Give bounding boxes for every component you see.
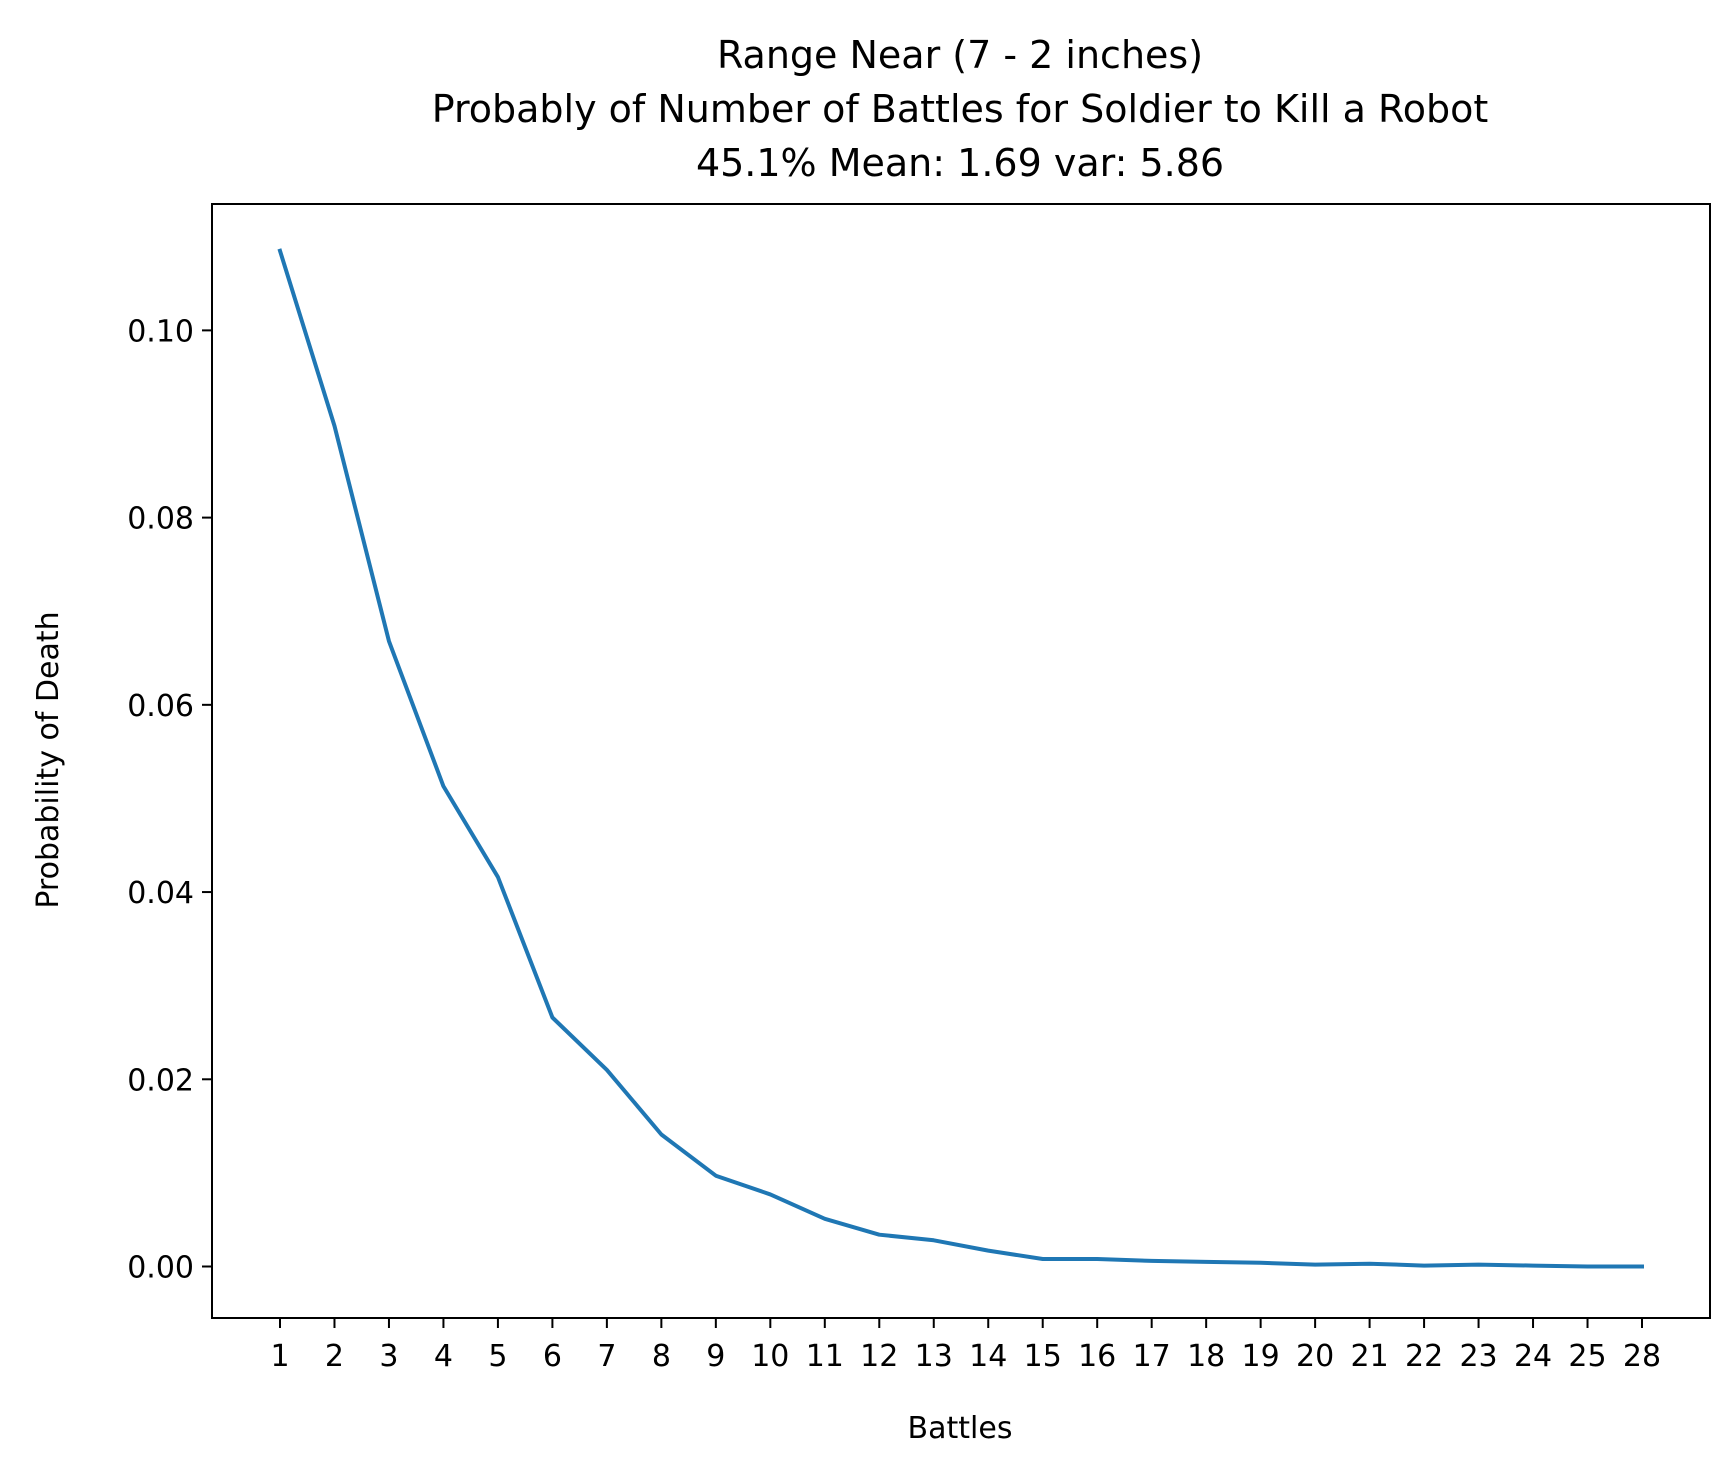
x-tick-label: 18	[1187, 1339, 1225, 1374]
x-tick-label: 1	[270, 1339, 289, 1374]
x-tick-label: 8	[652, 1339, 671, 1374]
x-axis-label: Battles	[908, 1411, 1013, 1446]
series-line	[277, 248, 1644, 1269]
x-tick-label: 19	[1242, 1339, 1280, 1374]
chart-title-line-3: 45.1% Mean: 1.69 var: 5.86	[696, 141, 1224, 185]
x-tick-label: 24	[1514, 1339, 1552, 1374]
y-tick-label: 0.02	[127, 1063, 194, 1098]
x-tick-label: 21	[1351, 1339, 1389, 1374]
x-tick-label: 15	[1024, 1339, 1062, 1374]
x-tick-label: 10	[751, 1339, 789, 1374]
x-tick-label: 17	[1133, 1339, 1171, 1374]
x-tick-label: 16	[1078, 1339, 1116, 1374]
chart-title-line-1: Range Near (7 - 2 inches)	[717, 33, 1203, 77]
y-tick-label: 0.10	[127, 314, 194, 349]
y-axis: 0.00 0.02 0.04 0.06 0.08 0.10	[127, 314, 212, 1286]
x-tick-label: 20	[1296, 1339, 1334, 1374]
y-tick-label: 0.06	[127, 689, 194, 724]
x-tick-label: 22	[1405, 1339, 1443, 1374]
plot-area	[211, 203, 1711, 1319]
y-tick-label: 0.00	[127, 1251, 194, 1286]
x-tick-label: 11	[806, 1339, 844, 1374]
x-tick-label: 7	[597, 1339, 616, 1374]
x-tick-label: 25	[1568, 1339, 1606, 1374]
x-tick-label: 13	[915, 1339, 953, 1374]
x-tick-label: 12	[860, 1339, 898, 1374]
x-tick-label: 6	[543, 1339, 562, 1374]
chart-title-line-2: Probably of Number of Battles for Soldie…	[432, 87, 1489, 131]
x-tick-label: 3	[379, 1339, 398, 1374]
x-tick-label: 2	[325, 1339, 344, 1374]
x-axis: 1 2 3 4 5 6 7 8 9 10 11 12 13 14 15 16 17 18 19 20 21 22 23 24 2…	[270, 1318, 1661, 1374]
x-tick-label: 23	[1459, 1339, 1497, 1374]
x-tick-label: 28	[1623, 1339, 1661, 1374]
x-tick-label: 5	[488, 1339, 507, 1374]
y-tick-label: 0.04	[127, 876, 194, 911]
x-tick-label: 4	[434, 1339, 453, 1374]
y-tick-label: 0.08	[127, 502, 194, 537]
x-tick-label: 14	[969, 1339, 1007, 1374]
y-axis-label: Probability of Death	[31, 611, 66, 908]
x-tick-label: 9	[706, 1339, 725, 1374]
